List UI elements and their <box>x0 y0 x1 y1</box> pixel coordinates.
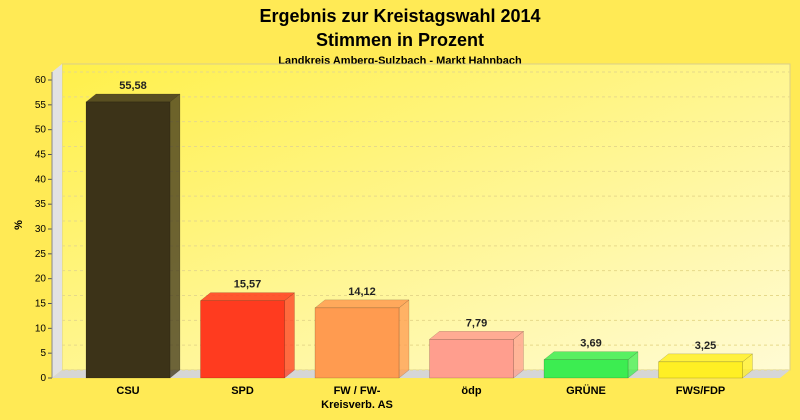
bar-value-label: 14,12 <box>348 286 376 298</box>
bar-front <box>200 300 285 379</box>
chart-title-line-2: Stimmen in Prozent <box>316 30 484 50</box>
plot-area <box>52 63 791 378</box>
x-tick-label: GRÜNE <box>566 384 606 397</box>
bar-value-label: 15,57 <box>234 279 262 291</box>
bar-front <box>314 307 400 379</box>
y-tick-label: 25 <box>35 249 47 260</box>
y-tick-label: 30 <box>35 224 47 235</box>
bar-value-label: 3,69 <box>580 338 601 350</box>
y-axis: 0 5 10 15 20 25 30 35 40 45 50 55 60 <box>35 72 53 384</box>
bar-top <box>543 351 639 360</box>
bar-side <box>169 93 181 379</box>
x-tick-label: FWS/FDP <box>676 385 726 397</box>
x-tick-label: ödp <box>461 385 481 397</box>
x-tick-label: CSU <box>116 385 139 397</box>
bar-front <box>85 101 171 379</box>
x-axis: CSU SPD FW / FW-Kreisverb. AS ödp GRÜNE FWS/F… <box>116 384 725 411</box>
bar-front <box>543 359 629 379</box>
bars: 55,58 15,57 14,12 7,79 3,69 3,25 <box>85 80 754 379</box>
bar-1: 15,57 <box>199 279 296 379</box>
y-axis-label: % <box>13 220 25 230</box>
bar-top <box>85 93 181 103</box>
bar-top <box>314 299 410 309</box>
y-tick-label: 45 <box>35 150 47 161</box>
plot-background <box>61 63 791 371</box>
bar-top <box>199 292 296 301</box>
y-tick-label: 50 <box>35 125 47 136</box>
bar-5: 3,25 <box>657 340 754 379</box>
bar-front <box>658 361 743 379</box>
bar-value-label: 7,79 <box>466 317 487 329</box>
y-tick-label: 0 <box>40 373 46 384</box>
y-tick-label: 60 <box>35 75 47 86</box>
chart-title: Ergebnis zur Kreistagswahl 2014 <box>259 6 540 26</box>
y-tick-label: 5 <box>40 348 46 359</box>
bar-top <box>428 331 525 340</box>
y-tick-label: 35 <box>35 199 47 210</box>
x-tick-label: FW / FW-Kreisverb. AS <box>321 385 393 411</box>
bar-value-label: 55,58 <box>119 80 147 92</box>
y-tick-label: 55 <box>35 100 47 111</box>
y-tick-label: 40 <box>35 174 47 185</box>
bar-2: 14,12 <box>314 286 410 379</box>
bar-3: 7,79 <box>428 317 525 379</box>
bar-4: 3,69 <box>543 338 639 379</box>
bar-side <box>284 292 295 379</box>
plot-side-wall <box>52 64 62 378</box>
y-tick-label: 20 <box>35 274 47 285</box>
x-tick-label: SPD <box>231 385 254 397</box>
y-tick-label: 15 <box>35 299 47 310</box>
bar-front <box>429 339 514 379</box>
y-tick-label: 10 <box>35 323 47 334</box>
bar-0: 55,58 <box>85 80 181 379</box>
bar-value-label: 3,25 <box>695 340 716 352</box>
bar-top <box>657 353 754 363</box>
bar-side <box>398 299 410 379</box>
